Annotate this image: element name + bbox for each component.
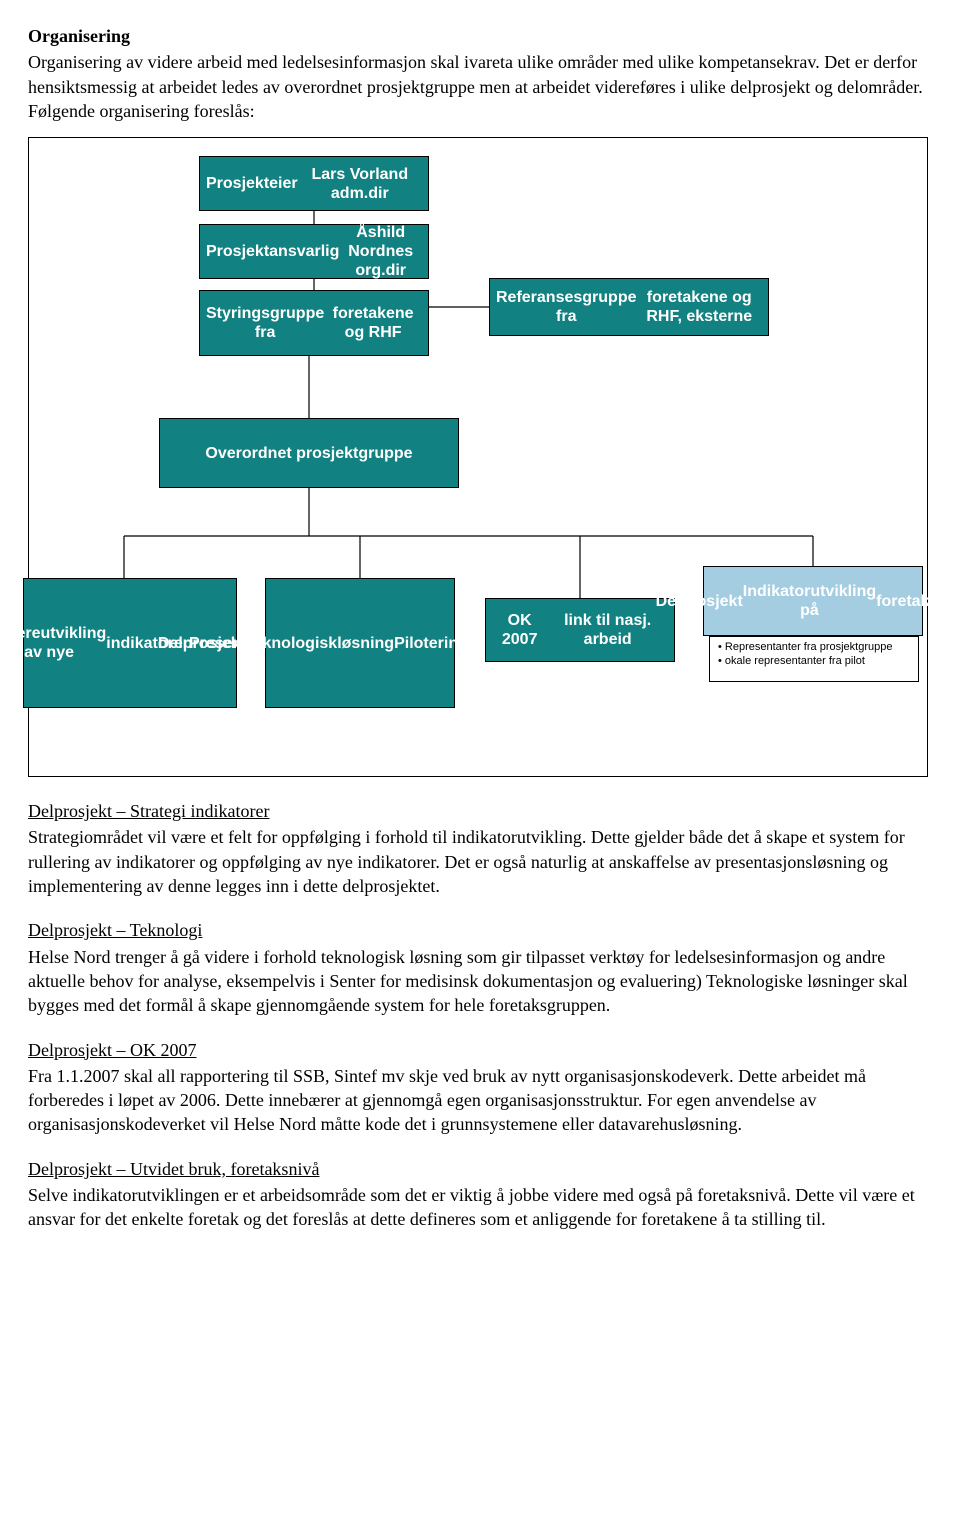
org-box-overall: Overordnet prosjektgruppe: [159, 418, 459, 488]
section-body: Selve indikatorutviklingen er et arbeids…: [28, 1183, 932, 1232]
org-chart: ProsjekteierLars Vorland adm.dir Prosjekt…: [28, 137, 928, 777]
org-box-resp: ProsjektansvarligÅshild Nordnes org.dir: [199, 224, 429, 279]
section-body: Fra 1.1.2007 skal all rapportering til S…: [28, 1064, 932, 1137]
section-title: Delprosjekt – Teknologi: [28, 920, 202, 940]
org-subbox: Representanter fra prosjektgruppeokale r…: [709, 636, 919, 682]
section-title: Delprosjekt – Strategi indikatorer: [28, 801, 269, 821]
section-title: Delprosjekt – Utvidet bruk, foretaksnivå: [28, 1159, 319, 1179]
section-body: Helse Nord trenger å gå videre i forhold…: [28, 945, 932, 1018]
org-box-steer: Styringsgruppe fraforetakene og RHF: [199, 290, 429, 356]
org-box-ref: Referansesgruppe fraforetakene og RHF, e…: [489, 278, 769, 336]
section-body: Strategiområdet vil være et felt for opp…: [28, 825, 932, 898]
org-box-dp3: OK 2007link til nasj. arbeid: [485, 598, 675, 662]
org-box-dp4: DelprosjektIndikatorutvikling påforetaks…: [703, 566, 923, 636]
org-box-dp2: DelprosjektTeknologiskløsningPiloteringd…: [265, 578, 455, 708]
page-heading: Organisering: [28, 24, 932, 48]
org-box-owner: ProsjekteierLars Vorland adm.dir: [199, 156, 429, 211]
intro-paragraph: Organisering av videre arbeid med ledels…: [28, 50, 932, 123]
section-title: Delprosjekt – OK 2007: [28, 1040, 196, 1060]
